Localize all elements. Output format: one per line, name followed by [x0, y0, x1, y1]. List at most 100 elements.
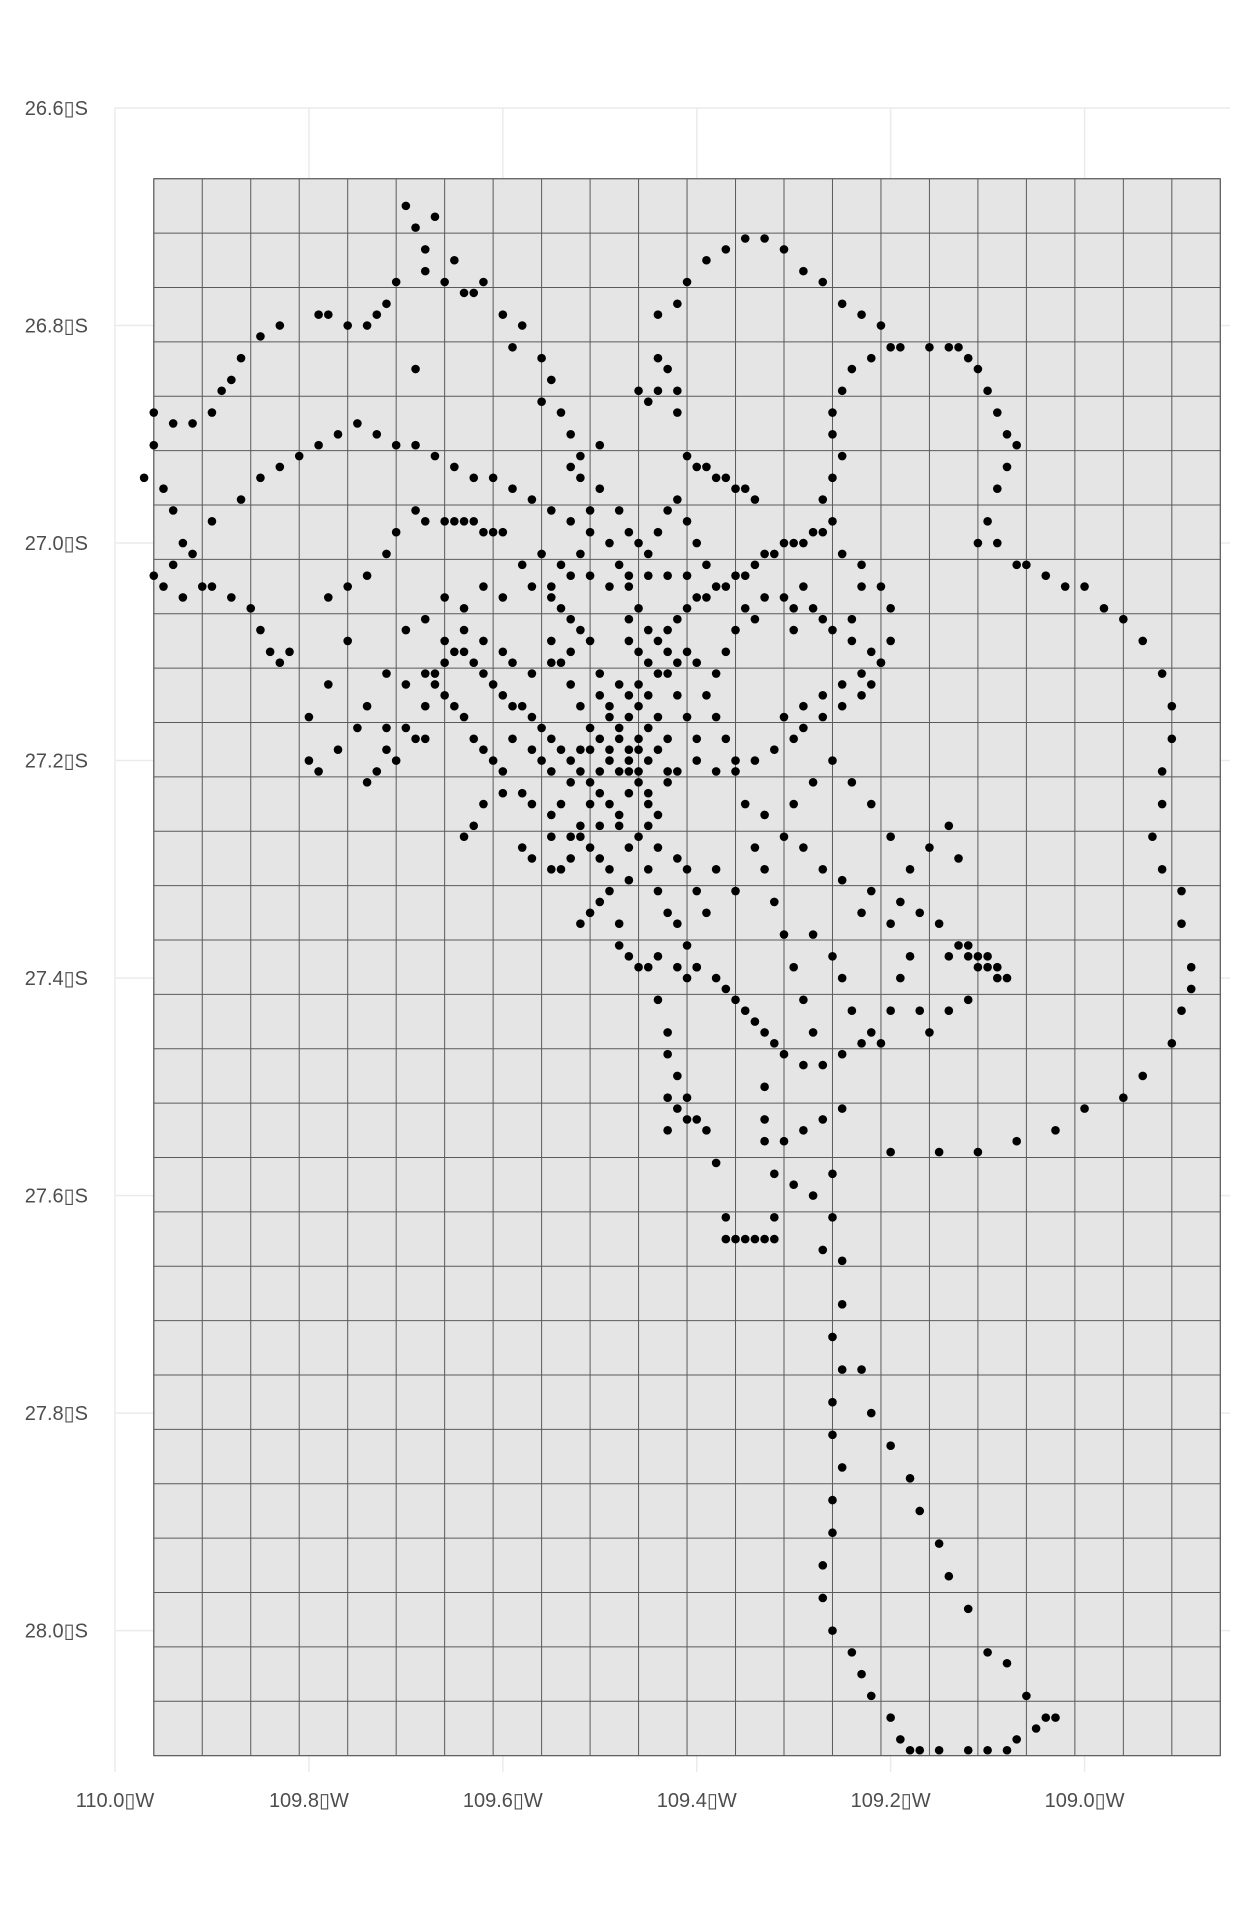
data-point	[789, 1180, 798, 1190]
data-point	[643, 723, 653, 733]
data-point	[585, 843, 595, 852]
data-point	[547, 810, 556, 820]
data-point	[643, 397, 653, 406]
data-point	[692, 462, 702, 472]
data-point	[857, 310, 866, 319]
data-point	[430, 669, 440, 678]
data-point	[527, 495, 537, 504]
data-point	[682, 712, 692, 722]
data-point	[595, 788, 605, 798]
data-point	[614, 680, 624, 689]
data-point	[314, 440, 323, 450]
data-point	[527, 582, 537, 591]
data-point	[653, 353, 663, 363]
x-tick-label: 109.2▯W	[851, 1790, 931, 1812]
data-point	[576, 549, 585, 559]
data-point	[605, 582, 614, 591]
data-point	[614, 767, 624, 776]
data-point	[828, 473, 837, 483]
data-point	[673, 386, 682, 396]
data-point	[585, 799, 595, 809]
data-point	[149, 408, 159, 417]
data-point	[362, 321, 372, 330]
data-point	[362, 571, 372, 580]
data-point	[382, 299, 391, 309]
data-point	[770, 745, 779, 754]
data-point	[547, 593, 556, 602]
data-point	[585, 745, 595, 754]
data-point	[692, 734, 702, 744]
data-point	[643, 571, 653, 580]
data-point	[837, 875, 847, 885]
data-point	[450, 516, 459, 526]
data-point	[420, 245, 430, 254]
data-point	[343, 582, 352, 591]
data-point	[585, 778, 595, 787]
data-point	[324, 680, 333, 689]
data-point	[566, 832, 575, 841]
data-point	[837, 1300, 847, 1309]
data-point	[663, 778, 672, 787]
data-point	[731, 1234, 740, 1244]
data-point	[818, 527, 828, 537]
data-point	[420, 734, 430, 744]
data-point	[585, 908, 595, 918]
data-point	[595, 734, 605, 744]
data-point	[837, 299, 847, 309]
data-point	[828, 1495, 837, 1505]
data-point	[479, 745, 488, 754]
data-point	[702, 255, 711, 265]
data-point	[547, 658, 556, 667]
data-point	[517, 843, 527, 852]
data-point	[1177, 919, 1186, 928]
data-point	[857, 1669, 866, 1679]
data-point	[1080, 582, 1089, 591]
data-point	[634, 832, 643, 841]
y-axis-ticks: 26.6▯S 26.8▯S 27.0▯S 27.2▯S 27.4▯S 27.6▯S 27.8…	[25, 98, 88, 1643]
data-point	[1138, 636, 1148, 646]
data-point	[934, 919, 944, 928]
data-point	[740, 1234, 750, 1244]
data-point	[760, 810, 769, 820]
data-point	[702, 908, 711, 918]
data-point	[731, 767, 740, 776]
data-point	[537, 397, 546, 406]
data-point	[673, 690, 682, 700]
data-point	[682, 865, 692, 874]
data-point	[624, 614, 634, 624]
data-point	[605, 886, 614, 896]
data-point	[876, 321, 886, 330]
x-tick-label: 109.6▯W	[463, 1790, 543, 1812]
data-point	[566, 571, 575, 580]
data-point	[605, 865, 614, 874]
data-point	[828, 1430, 837, 1440]
data-point	[372, 767, 382, 776]
data-point	[711, 582, 721, 591]
data-point	[818, 1593, 828, 1603]
data-point	[721, 245, 731, 254]
data-point	[702, 1126, 711, 1135]
data-point	[789, 603, 798, 613]
data-point	[663, 767, 672, 776]
data-point	[993, 538, 1002, 548]
x-tick-label: 109.8▯W	[269, 1790, 349, 1812]
data-point	[692, 962, 702, 972]
data-point	[963, 995, 973, 1005]
data-point	[983, 962, 992, 972]
data-point	[391, 527, 401, 537]
data-point	[818, 865, 828, 874]
data-point	[866, 1691, 876, 1701]
data-point	[595, 484, 605, 493]
data-point	[188, 419, 197, 428]
data-point	[837, 973, 847, 983]
data-point	[479, 527, 488, 537]
data-point	[954, 941, 963, 950]
data-point	[866, 799, 876, 809]
data-point	[605, 712, 614, 722]
data-point	[411, 734, 420, 744]
data-point	[702, 593, 711, 602]
data-point	[614, 723, 624, 733]
y-tick-label: 27.0▯S	[25, 533, 88, 555]
data-point	[828, 952, 837, 961]
data-point	[721, 1234, 731, 1244]
